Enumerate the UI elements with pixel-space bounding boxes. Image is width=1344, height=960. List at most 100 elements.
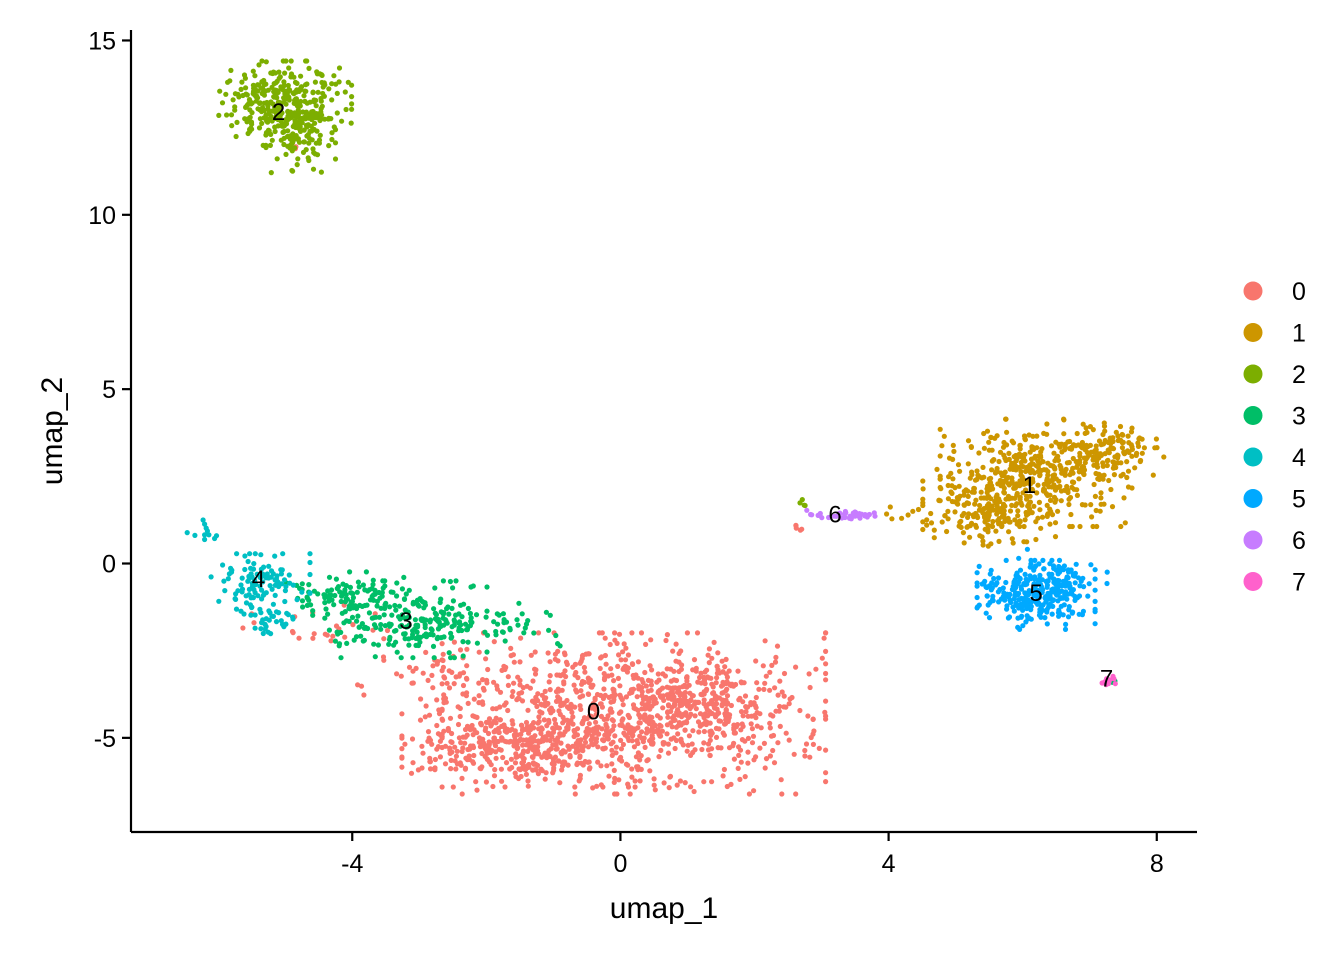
point-cluster-3 xyxy=(370,592,377,598)
point-cluster-1 xyxy=(1077,523,1083,530)
point-cluster-1 xyxy=(1035,482,1041,488)
point-cluster-0 xyxy=(670,715,676,721)
point-cluster-3 xyxy=(446,611,452,617)
point-cluster-2 xyxy=(326,86,332,92)
point-cluster-0 xyxy=(707,752,713,758)
point-cluster-4 xyxy=(266,563,272,569)
point-cluster-1 xyxy=(1030,461,1036,467)
point-cluster-1 xyxy=(1122,520,1128,526)
point-cluster-4 xyxy=(248,594,254,600)
cluster-label-6: 6 xyxy=(828,502,841,529)
point-cluster-0 xyxy=(572,784,578,790)
point-cluster-2 xyxy=(243,85,249,91)
point-cluster-3 xyxy=(374,603,380,609)
point-cluster-0 xyxy=(399,764,405,770)
point-cluster-0 xyxy=(598,763,604,769)
point-cluster-1 xyxy=(928,520,935,526)
point-cluster-0 xyxy=(290,630,296,636)
point-cluster-0 xyxy=(617,692,623,698)
point-cluster-0 xyxy=(657,722,663,728)
point-cluster-1 xyxy=(915,506,922,513)
point-cluster-0 xyxy=(408,770,415,776)
point-cluster-0 xyxy=(635,767,641,773)
point-cluster-0 xyxy=(240,625,246,631)
point-cluster-2 xyxy=(305,155,311,161)
point-cluster-4 xyxy=(260,592,267,598)
point-cluster-2 xyxy=(292,101,298,107)
point-cluster-0 xyxy=(751,757,757,763)
point-cluster-0 xyxy=(684,684,690,690)
point-cluster-0 xyxy=(639,693,645,699)
point-cluster-7 xyxy=(1099,680,1105,686)
point-cluster-1 xyxy=(1137,435,1143,441)
point-cluster-0 xyxy=(399,755,405,761)
point-cluster-1 xyxy=(956,483,962,489)
point-cluster-0 xyxy=(611,723,617,729)
point-cluster-0 xyxy=(616,631,623,637)
point-cluster-1 xyxy=(1124,474,1130,481)
point-cluster-2 xyxy=(275,109,281,115)
point-cluster-0 xyxy=(604,724,610,731)
point-cluster-2 xyxy=(255,95,261,101)
point-cluster-0 xyxy=(671,735,677,741)
point-cluster-3 xyxy=(419,598,425,604)
point-cluster-4 xyxy=(274,573,280,579)
point-cluster-3 xyxy=(427,617,434,623)
point-cluster-2 xyxy=(345,79,351,85)
point-cluster-3 xyxy=(432,585,438,591)
point-cluster-1 xyxy=(1083,425,1089,431)
point-cluster-1 xyxy=(1018,459,1024,465)
point-cluster-0 xyxy=(532,671,539,677)
point-cluster-0 xyxy=(737,747,744,753)
point-cluster-4 xyxy=(250,566,257,572)
point-cluster-0 xyxy=(805,713,811,719)
point-cluster-5 xyxy=(1032,576,1038,582)
point-cluster-4 xyxy=(251,561,257,567)
point-cluster-0 xyxy=(622,663,628,669)
point-cluster-1 xyxy=(997,498,1003,505)
point-cluster-3 xyxy=(331,602,337,608)
point-cluster-0 xyxy=(701,674,707,680)
point-cluster-3 xyxy=(423,634,430,640)
point-cluster-1 xyxy=(981,445,988,451)
point-cluster-0 xyxy=(677,778,684,784)
point-cluster-0 xyxy=(491,679,497,685)
point-cluster-2 xyxy=(277,74,283,80)
point-cluster-1 xyxy=(924,517,930,523)
point-cluster-3 xyxy=(435,626,442,632)
point-cluster-1 xyxy=(976,507,983,513)
point-cluster-5 xyxy=(1022,571,1028,578)
point-cluster-4 xyxy=(270,601,276,607)
point-cluster-3 xyxy=(523,621,530,627)
point-cluster-0 xyxy=(441,674,447,680)
point-cluster-3 xyxy=(401,574,407,581)
point-cluster-2 xyxy=(223,91,229,97)
point-cluster-0 xyxy=(441,728,447,734)
point-cluster-2 xyxy=(217,88,223,94)
point-cluster-0 xyxy=(572,704,578,710)
point-cluster-0 xyxy=(760,663,766,669)
point-cluster-0 xyxy=(544,701,550,707)
point-cluster-1 xyxy=(1111,472,1117,478)
legend-label-7: 7 xyxy=(1292,569,1306,597)
point-cluster-0 xyxy=(511,659,517,665)
point-cluster-0 xyxy=(486,716,493,722)
point-cluster-2 xyxy=(257,107,263,113)
point-cluster-0 xyxy=(679,662,685,668)
point-cluster-0 xyxy=(779,689,785,695)
point-cluster-2 xyxy=(294,162,300,168)
point-cluster-0 xyxy=(578,688,584,694)
point-cluster-0 xyxy=(512,728,518,734)
point-cluster-0 xyxy=(422,714,428,720)
point-cluster-1 xyxy=(1059,441,1065,447)
point-cluster-3 xyxy=(553,632,559,639)
point-cluster-2 xyxy=(305,132,311,138)
point-cluster-2 xyxy=(303,147,309,153)
point-cluster-5 xyxy=(987,571,993,577)
point-cluster-1 xyxy=(969,469,975,475)
point-cluster-0 xyxy=(520,742,526,748)
point-cluster-0 xyxy=(684,630,691,636)
point-cluster-3 xyxy=(394,649,400,655)
point-cluster-0 xyxy=(458,740,464,746)
point-cluster-0 xyxy=(251,620,257,626)
